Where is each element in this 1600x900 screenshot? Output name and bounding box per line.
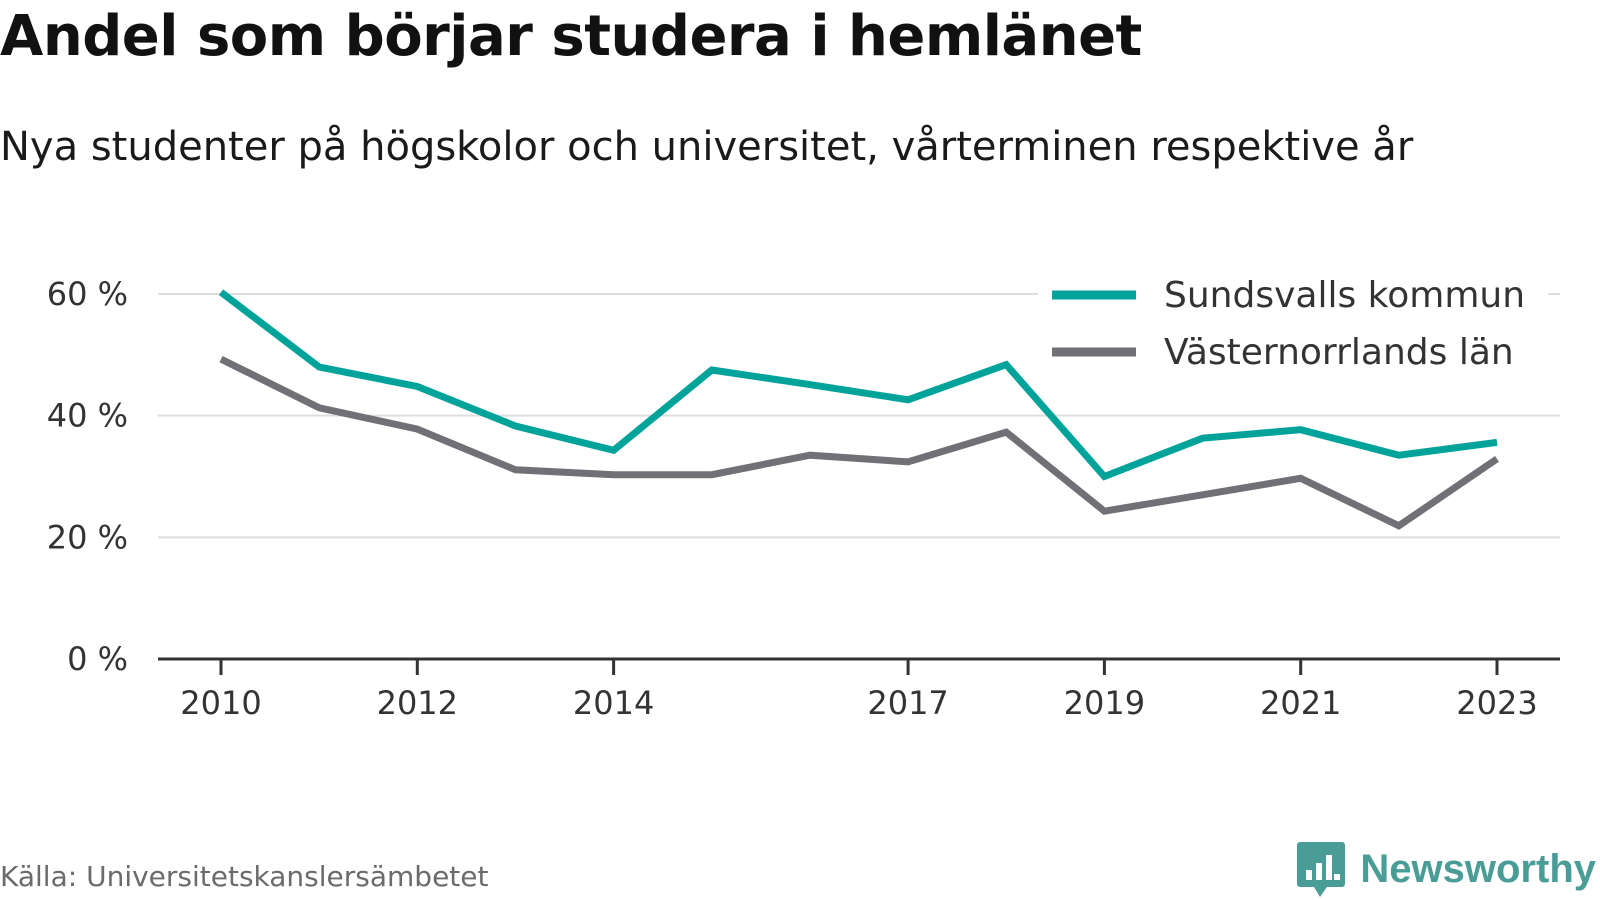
y-tick-label: 60 %	[47, 275, 128, 313]
newsworthy-logo-icon	[1297, 842, 1346, 897]
x-axis-ticks: 2010 2012 2014 2017 2019 2021 2023	[180, 659, 1538, 722]
legend: Sundsvalls kommun Västernorrlands län	[1038, 267, 1548, 383]
series-line-2	[219, 355, 1499, 530]
source-note: Källa: Universitetskanslersämbetet	[0, 860, 489, 893]
chart-subtitle: Nya studenter på högskolor och universit…	[0, 124, 1414, 170]
brand-name: Newsworthy	[1360, 846, 1596, 891]
y-axis-tick-labels: 0 % 20 % 40 % 60 %	[47, 275, 128, 678]
y-tick-label: 40 %	[47, 397, 128, 435]
x-tick-label: 2010	[180, 684, 261, 722]
series-lines	[218, 289, 1499, 530]
x-tick-label: 2023	[1456, 684, 1537, 722]
series-line-1	[218, 289, 1498, 481]
x-tick-label: 2021	[1260, 684, 1341, 722]
y-tick-label: 20 %	[47, 518, 128, 556]
x-tick-label: 2014	[573, 684, 654, 722]
x-tick-label: 2017	[867, 684, 948, 722]
legend-label: Västernorrlands län	[1164, 332, 1514, 373]
legend-label: Sundsvalls kommun	[1164, 275, 1525, 316]
x-tick-label: 2012	[377, 684, 458, 722]
chart-title: Andel som börjar studera i hemlänet	[0, 4, 1142, 69]
x-tick-label: 2019	[1064, 684, 1145, 722]
legend-background	[1038, 267, 1548, 383]
y-tick-label: 0 %	[67, 640, 128, 678]
brand-logo: Newsworthy	[1296, 840, 1596, 898]
